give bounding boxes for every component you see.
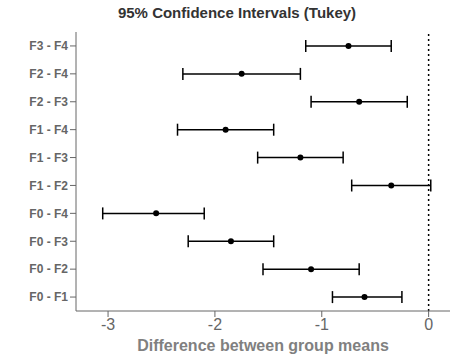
svg-text:F0 - F2: F0 - F2 <box>29 262 68 276</box>
svg-text:F0 - F1: F0 - F1 <box>29 290 68 304</box>
svg-text:-2: -2 <box>208 316 222 333</box>
svg-text:Difference between group means: Difference between group means <box>137 337 389 354</box>
svg-text:0: 0 <box>424 316 433 333</box>
html-text:95% Confidence Intervals (Tuke: 95% Confidence Intervals (Tukey) <box>117 4 357 21</box>
svg-text:F1 - F2: F1 - F2 <box>29 179 68 193</box>
svg-text:F2 - F3: F2 - F3 <box>29 95 68 109</box>
svg-text:F0 - F3: F0 - F3 <box>29 235 68 249</box>
svg-text:F0 - F4: F0 - F4 <box>29 207 68 221</box>
svg-text:F1 - F4: F1 - F4 <box>29 123 68 137</box>
svg-text:F1 - F3: F1 - F3 <box>29 151 68 165</box>
svg-text:F3 - F4: F3 - F4 <box>29 39 68 53</box>
svg-text:-1: -1 <box>315 316 329 333</box>
svg-text:-3: -3 <box>101 316 115 333</box>
svg-text:F2 - F4: F2 - F4 <box>29 67 68 81</box>
